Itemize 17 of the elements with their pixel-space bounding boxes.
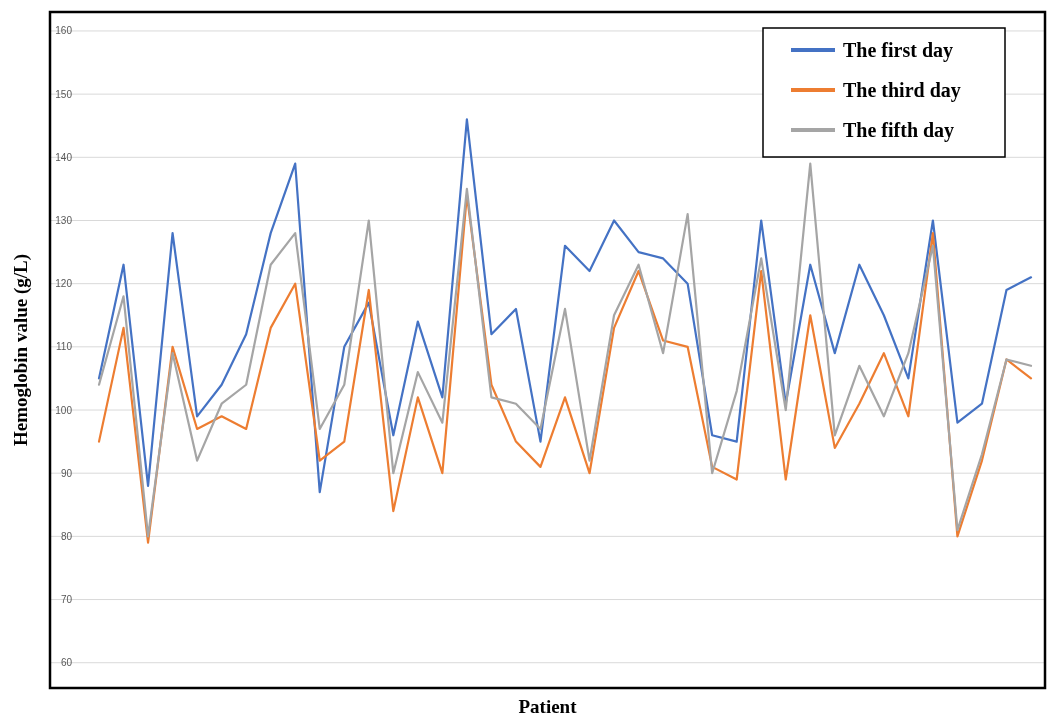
y-tick-label: 80 [60,530,73,542]
y-tick-label: 120 [55,278,73,290]
y-tick-label: 150 [55,88,73,100]
y-tick-label: 110 [56,341,73,353]
x-axis-title: Patient [518,696,578,717]
y-tick-label: 130 [55,214,73,226]
y-tick-label: 60 [60,657,73,669]
legend-label: The fifth day [843,119,955,142]
legend-label: The first day [843,39,953,62]
y-tick-label: 160 [55,25,73,37]
y-axis-title: Hemoglobin value (g/L) [10,253,32,447]
legend-label: The third day [843,79,961,102]
y-tick-label: 100 [55,404,73,416]
line-series [97,118,1033,494]
y-tick-label: 140 [55,151,73,163]
y-tick-label: 70 [60,594,73,606]
y-tick-label: 90 [60,467,73,479]
